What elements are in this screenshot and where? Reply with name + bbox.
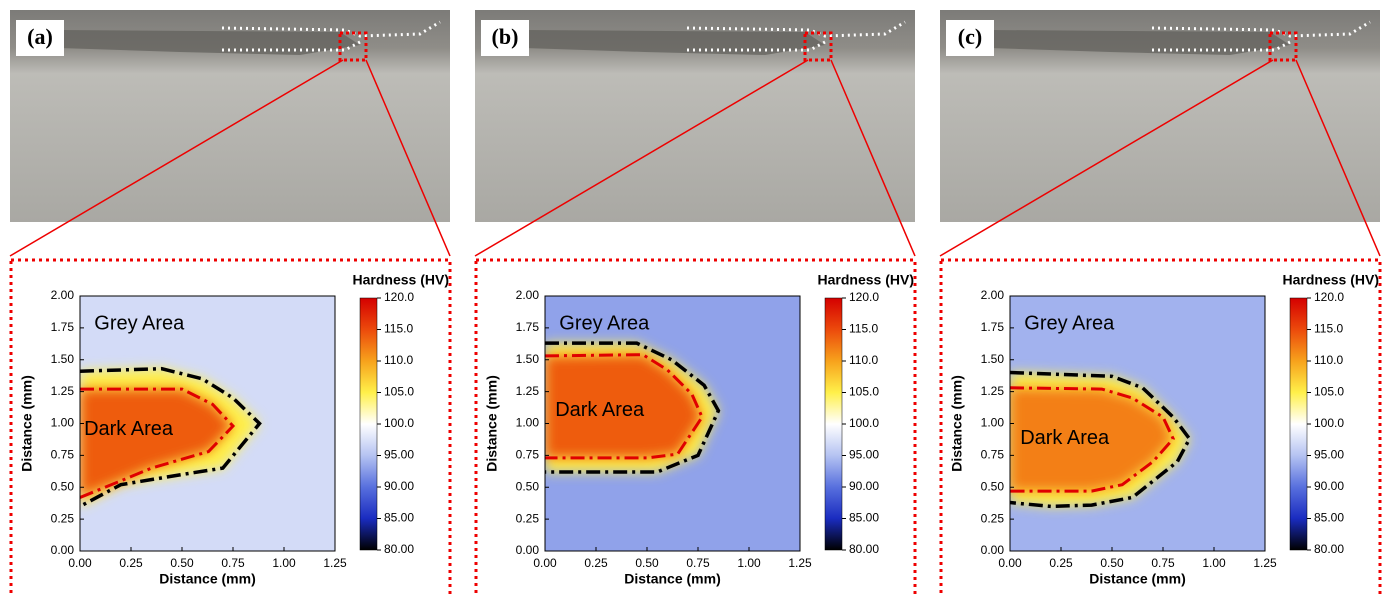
cbar-tick-label: 105.0 [1314, 385, 1344, 399]
y-tick-label: 1.00 [516, 416, 540, 430]
cbar-tick-label: 95.00 [849, 448, 879, 462]
y-tick-label: 0.25 [516, 511, 540, 525]
x-tick-label: 0.50 [170, 556, 194, 570]
x-tick-label: 1.00 [737, 556, 761, 570]
x-tick-label: 1.25 [323, 556, 347, 570]
y-tick-label: 0.50 [981, 479, 1005, 493]
cbar-tick-label: 85.00 [1314, 511, 1344, 525]
cbar-tick-label: 100.0 [384, 416, 414, 430]
cbar-title: Hardness (HV) [818, 272, 914, 288]
y-axis-title: Distance (mm) [19, 375, 35, 471]
x-tick-label: 0.00 [68, 556, 92, 570]
cbar-title: Hardness (HV) [1283, 272, 1379, 288]
panel: (c) Grey Area Dark Area 0.00 0.25 0.50 0.75 1.0… [940, 10, 1380, 595]
y-tick-label: 1.00 [981, 416, 1005, 430]
cbar-tick-label: 110.0 [1314, 353, 1343, 367]
cbar-tick-label: 85.00 [384, 511, 414, 525]
x-tick-label: 1.00 [1202, 556, 1226, 570]
cbar-tick-label: 85.00 [849, 511, 879, 525]
cbar-tick-label: 115.0 [849, 322, 878, 336]
y-tick-label: 0.00 [51, 543, 75, 557]
y-tick-label: 0.25 [981, 511, 1005, 525]
x-tick-label: 0.75 [1151, 556, 1175, 570]
cbar-tick-label: 115.0 [384, 322, 413, 336]
y-tick-label: 1.75 [981, 320, 1005, 334]
panel: (a) Grey Area Dark Area 0.00 0.25 0.50 0.75 1.0… [10, 10, 450, 595]
y-tick-label: 2.00 [51, 288, 75, 302]
annotation: Grey Area [94, 312, 185, 334]
colorbar [825, 298, 842, 550]
cbar-tick-label: 115.0 [1314, 322, 1343, 336]
annotation: Grey Area [559, 312, 650, 334]
y-tick-label: 0.50 [51, 479, 75, 493]
cbar-tick-label: 90.00 [849, 479, 879, 493]
y-tick-label: 1.25 [51, 384, 75, 398]
x-axis-title: Distance (mm) [624, 571, 720, 587]
x-tick-label: 0.50 [1100, 556, 1124, 570]
y-tick-label: 0.00 [981, 543, 1005, 557]
x-tick-label: 1.25 [1253, 556, 1277, 570]
y-tick-label: 1.25 [981, 384, 1005, 398]
cbar-tick-label: 120.0 [1314, 290, 1344, 304]
y-tick-label: 1.00 [51, 416, 75, 430]
cbar-tick-label: 95.00 [1314, 448, 1344, 462]
x-tick-label: 0.75 [686, 556, 710, 570]
panel-label: (b) [492, 24, 519, 49]
cbar-tick-label: 100.0 [1314, 416, 1344, 430]
figure: (a) Grey Area Dark Area 0.00 0.25 0.50 0.75 1.0… [0, 0, 1392, 595]
x-tick-label: 1.25 [788, 556, 812, 570]
y-tick-label: 0.75 [51, 448, 75, 462]
cbar-tick-label: 80.00 [1314, 542, 1344, 556]
y-tick-label: 1.50 [516, 352, 540, 366]
x-axis-title: Distance (mm) [159, 571, 255, 587]
cbar-tick-label: 80.00 [849, 542, 879, 556]
cbar-title: Hardness (HV) [353, 272, 449, 288]
x-tick-label: 1.00 [272, 556, 296, 570]
cbar-tick-label: 110.0 [384, 353, 413, 367]
y-tick-label: 1.50 [51, 352, 75, 366]
cbar-tick-label: 90.00 [1314, 479, 1344, 493]
cbar-tick-label: 120.0 [384, 290, 414, 304]
annotation: Dark Area [555, 399, 645, 421]
y-tick-label: 2.00 [981, 288, 1005, 302]
panel: (b) Grey Area Dark Area 0.00 0.25 0.50 0.75 1.0… [475, 10, 915, 595]
y-tick-label: 2.00 [516, 288, 540, 302]
y-tick-label: 0.75 [981, 448, 1005, 462]
colorbar [360, 298, 377, 550]
y-tick-label: 1.50 [981, 352, 1005, 366]
y-tick-label: 0.75 [516, 448, 540, 462]
y-tick-label: 0.00 [516, 543, 540, 557]
y-axis-title: Distance (mm) [484, 375, 500, 471]
x-axis-title: Distance (mm) [1089, 571, 1185, 587]
cbar-tick-label: 80.00 [384, 542, 414, 556]
x-tick-label: 0.75 [221, 556, 245, 570]
annotation: Dark Area [84, 418, 174, 440]
cbar-tick-label: 95.00 [384, 448, 414, 462]
annotation: Dark Area [1020, 427, 1110, 449]
annotation: Grey Area [1024, 312, 1115, 334]
y-tick-label: 0.25 [51, 511, 75, 525]
panel-label: (c) [958, 24, 982, 49]
x-tick-label: 0.25 [119, 556, 143, 570]
x-tick-label: 0.00 [533, 556, 557, 570]
cbar-tick-label: 105.0 [384, 385, 414, 399]
cbar-tick-label: 100.0 [849, 416, 879, 430]
y-tick-label: 1.75 [51, 320, 75, 334]
x-tick-label: 0.00 [998, 556, 1022, 570]
y-axis-title: Distance (mm) [949, 375, 965, 471]
y-tick-label: 1.75 [516, 320, 540, 334]
cbar-tick-label: 105.0 [849, 385, 879, 399]
colorbar [1290, 298, 1307, 550]
x-tick-label: 0.50 [635, 556, 659, 570]
x-tick-label: 0.25 [1049, 556, 1073, 570]
x-tick-label: 0.25 [584, 556, 608, 570]
y-tick-label: 0.50 [516, 479, 540, 493]
cbar-tick-label: 90.00 [384, 479, 414, 493]
cbar-tick-label: 110.0 [849, 353, 878, 367]
y-tick-label: 1.25 [516, 384, 540, 398]
cbar-tick-label: 120.0 [849, 290, 879, 304]
panel-label: (a) [27, 24, 53, 49]
